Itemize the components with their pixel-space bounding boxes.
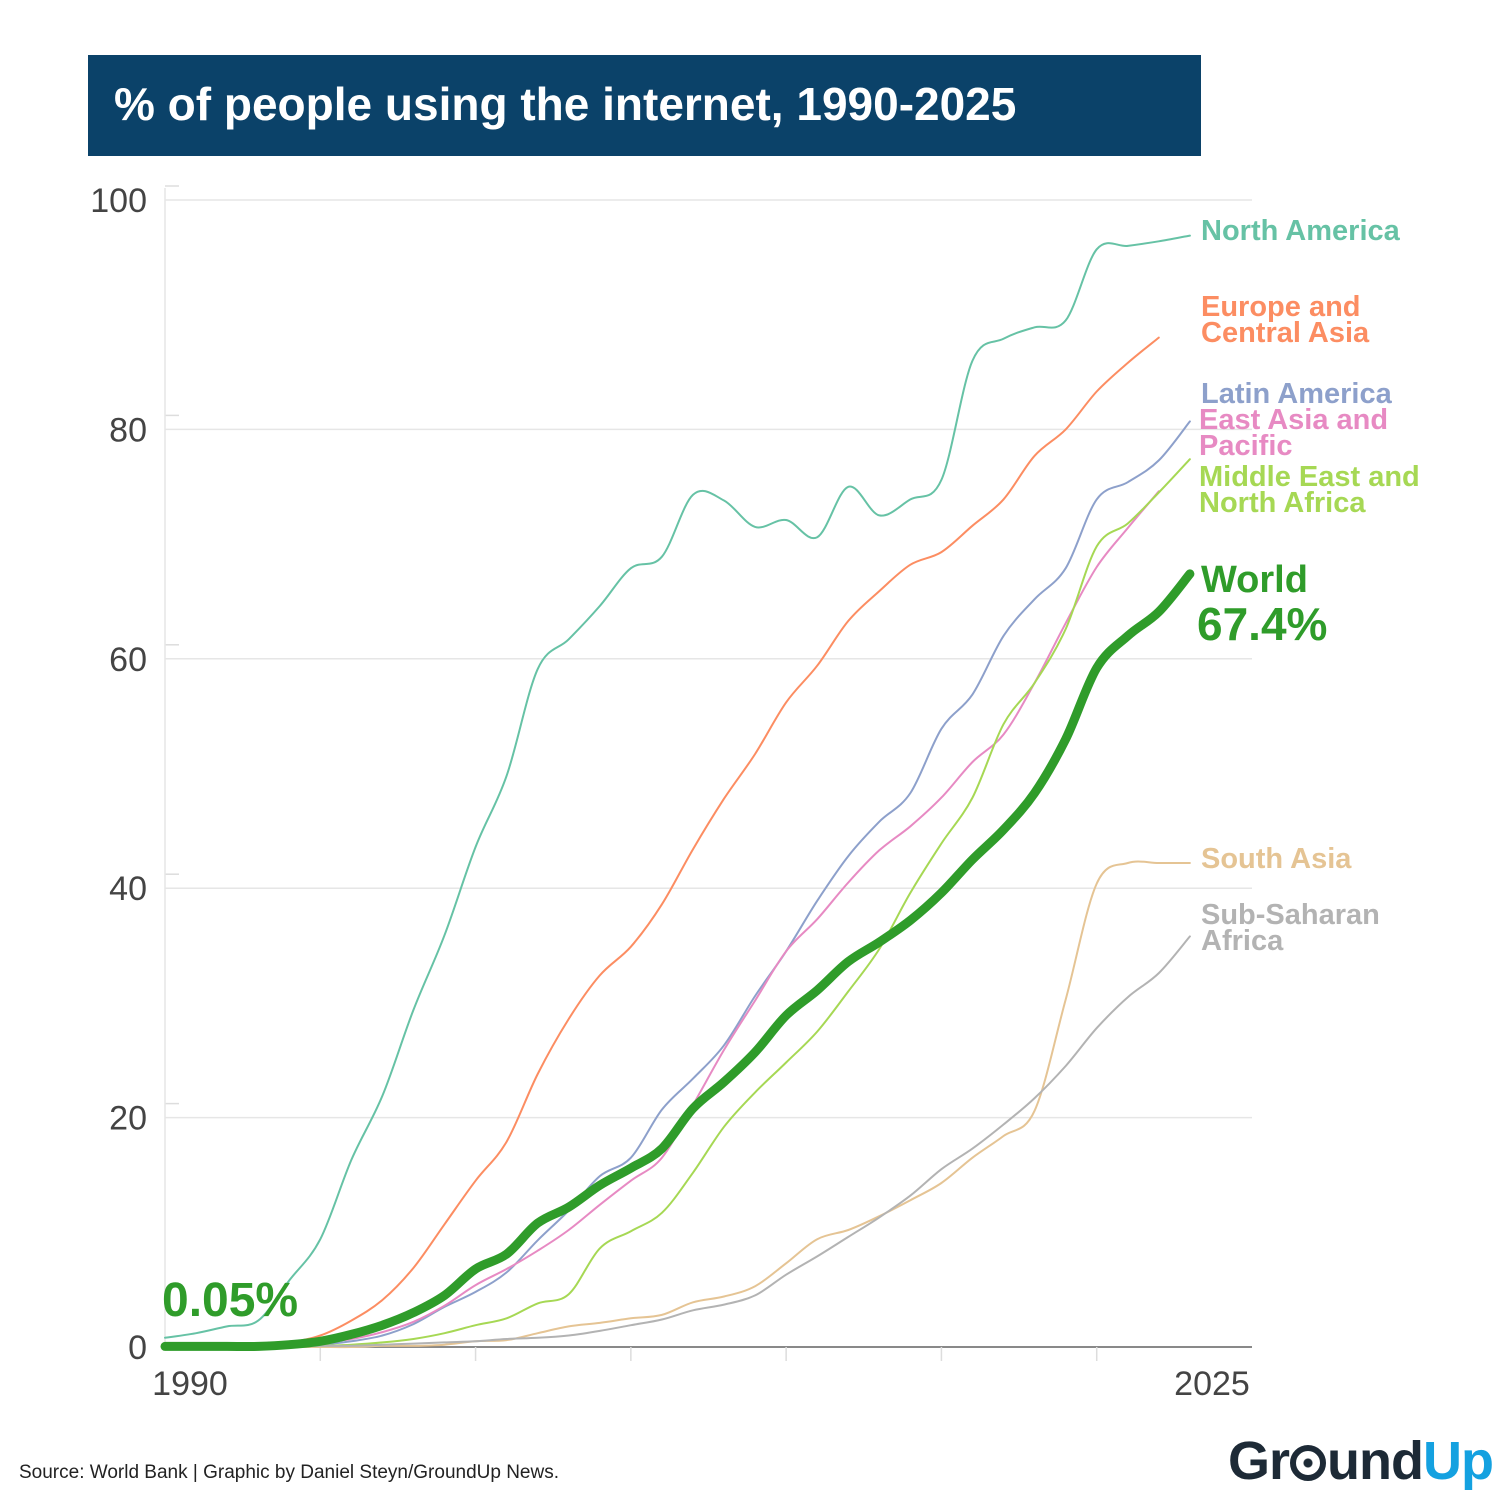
legend-label-line: World [1201,559,1308,601]
legend-label-line: Sub-Saharan [1201,899,1380,931]
world-end-annotation: 67.4% [1197,598,1327,650]
legend-label-line: Pacific [1199,430,1293,462]
chart-title-banner: % of people using the internet, 1990-202… [88,55,1201,156]
legend-label-line: Middle East and [1199,461,1420,493]
legend-label-line: South Asia [1201,843,1352,875]
x-tick-label-end: 2025 [1174,1365,1250,1403]
legend-label-line: Africa [1201,925,1284,957]
legend-label-north-america: North America [1201,215,1401,247]
y-tick-label-20: 20 [109,1100,147,1138]
legend-label-south-asia: South Asia [1201,843,1352,875]
x-tick-label-start: 1990 [152,1365,228,1403]
logo-o-icon [1290,1445,1327,1481]
series-line-middle-east-and-north-africa [164,458,1191,1349]
legend-label-europe-and-central-asia: Europe and Central Asia [1201,291,1370,349]
y-tick-label-80: 80 [109,411,147,449]
y-tick-label-100: 100 [90,182,147,220]
legend-label-world: World [1201,559,1308,601]
logo-text-gr: Gr [1228,1431,1290,1491]
series-line-world [160,569,1195,1352]
series-line-east-asia-and-pacific [164,490,1160,1349]
source-credit: Source: World Bank | Graphic by Daniel S… [19,1462,559,1483]
series-line-europe-and-central-asia [164,336,1160,1348]
logo-text-und: und [1327,1431,1424,1491]
grid [164,185,1252,1348]
legend-label-line: North America [1201,215,1401,247]
legend-label-line: North Africa [1199,487,1366,519]
logo-text-up: Up [1423,1431,1494,1491]
legend-label-middle-east-and-north-africa: Middle East and North Africa [1199,461,1420,519]
chart-title: % of people using the internet, 1990-202… [114,78,1017,130]
y-tick-label-60: 60 [109,641,147,679]
legend-label-sub-saharan-africa: Sub-Saharan Africa [1201,899,1380,957]
series-line-sub-saharan-africa [164,935,1191,1349]
axes: 0 20 40 60 80 100 1990 2025 [90,182,1252,1403]
legend-label-latin-america: Latin America [1201,378,1393,410]
legend-label-line: East Asia and [1199,404,1388,436]
legend-label-line: Latin America [1201,378,1393,410]
legend-label-east-asia-and-pacific: East Asia and Pacific [1199,404,1388,462]
legend-label-line: Europe and [1201,291,1361,323]
series-line-north-america [164,234,1191,1339]
legend-label-line: Central Asia [1201,317,1370,349]
world-start-annotation: 0.05% [162,1274,298,1327]
series-lines [160,234,1195,1352]
series-labels: North America Europe and Central Asia Latin… [1199,215,1420,957]
groundup-logo: Gr undUp [1228,1430,1494,1492]
y-tick-label-40: 40 [109,870,147,908]
y-tick-label-0: 0 [128,1329,147,1367]
series-line-south-asia [164,860,1191,1349]
series-line-latin-america [164,420,1191,1349]
